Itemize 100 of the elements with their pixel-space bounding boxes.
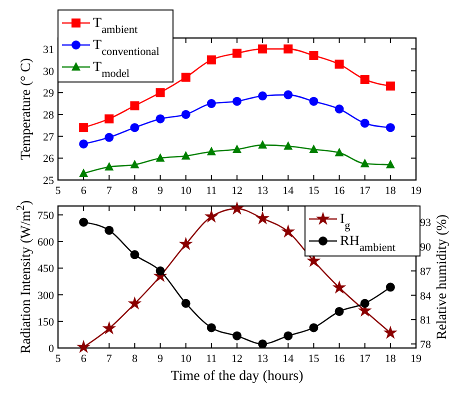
y2-tick-label: 78 (420, 338, 432, 351)
point (104, 162, 114, 170)
x-tick-label: 9 (158, 353, 164, 365)
point (258, 91, 268, 100)
legend-label: T$_{model}$ (93, 60, 130, 80)
point (206, 55, 216, 64)
point (79, 139, 88, 148)
y-tick-label: 26 (43, 153, 54, 166)
point (130, 101, 140, 110)
point (181, 151, 190, 160)
y2-tick-label: 81 (420, 314, 431, 327)
point (128, 296, 142, 310)
point (104, 226, 114, 235)
point (130, 250, 140, 260)
y2-tick-label: 93 (420, 217, 432, 230)
x-tick-label: 7 (106, 353, 112, 365)
point (79, 168, 88, 178)
y-tick-label: 28 (43, 109, 54, 122)
y-tick-label: 450 (38, 263, 54, 276)
point (206, 99, 216, 108)
y-tick-label: 27 (43, 131, 54, 144)
x-axis-title: Time of the day (hours) (170, 369, 304, 384)
y-tick-label: 25 (43, 175, 54, 187)
x-tick-label: 18 (384, 185, 396, 197)
point (284, 141, 293, 150)
point (258, 44, 268, 54)
point (360, 298, 370, 308)
y2-tick-label: 87 (420, 266, 432, 278)
x-tick-label: 6 (80, 185, 87, 197)
point (360, 75, 370, 84)
point (309, 144, 318, 154)
point (334, 148, 344, 156)
point (334, 104, 344, 114)
point (130, 123, 140, 132)
point (206, 323, 216, 332)
point (204, 209, 218, 223)
x-tick-label: 16 (334, 185, 346, 197)
point (383, 326, 398, 339)
legend-label: I$_{g}$ (340, 212, 351, 232)
point (232, 331, 242, 340)
point (386, 160, 395, 168)
y2-tick-label: 84 (420, 290, 432, 302)
y-tick-label: 0 (48, 343, 54, 355)
point (232, 144, 242, 154)
x-tick-label: 17 (359, 185, 371, 197)
x-tick-label: 13 (257, 353, 269, 365)
x-tick-label: 8 (132, 185, 138, 197)
point (156, 114, 165, 124)
point (332, 280, 346, 294)
y-tick-label: 29 (43, 88, 54, 100)
point (334, 60, 344, 69)
y-tick-label: 30 (43, 66, 54, 78)
point (284, 331, 293, 340)
x-tick-label: 18 (384, 353, 396, 365)
point (130, 160, 140, 168)
point (232, 96, 242, 106)
point (79, 123, 88, 132)
y-tick-label: 600 (38, 236, 54, 248)
y-tick-label: 150 (38, 316, 54, 328)
x-tick-label: 10 (180, 353, 192, 365)
point (256, 211, 270, 224)
x-tick-label: 19 (410, 353, 422, 365)
x-tick-label: 11 (206, 185, 217, 197)
point (258, 140, 268, 149)
x-tick-label: 5 (55, 185, 62, 197)
point (156, 266, 165, 276)
x-tick-label: 14 (282, 353, 294, 365)
y2-axis-title: Relative humidity (%) (435, 214, 450, 340)
point (206, 146, 216, 156)
point (386, 282, 395, 292)
point (104, 132, 114, 142)
point (156, 153, 165, 162)
x-tick-label: 17 (359, 353, 371, 365)
x-tick-label: 16 (334, 353, 346, 365)
legend-label: T$_{conventional}$ (93, 38, 160, 58)
x-tick-label: 15 (308, 353, 320, 365)
x-tick-label: 12 (232, 353, 242, 365)
point (181, 110, 190, 119)
point (360, 118, 370, 128)
x-tick-label: 8 (132, 353, 138, 365)
y-axis-title: Temperature (° C) (19, 58, 34, 160)
point (178, 236, 193, 250)
legend-label: RH$_{ambient}$ (340, 234, 396, 254)
x-tick-label: 19 (410, 185, 422, 197)
y-tick-label: 750 (38, 210, 54, 222)
x-tick-label: 15 (308, 185, 320, 197)
point (230, 201, 244, 215)
point (102, 321, 116, 334)
point (232, 48, 242, 58)
point (309, 50, 318, 60)
point (386, 82, 395, 91)
point (104, 114, 114, 124)
x-tick-label: 5 (55, 353, 62, 365)
point (360, 158, 370, 168)
point (284, 90, 293, 100)
point (281, 224, 296, 238)
x-tick-label: 9 (158, 185, 164, 197)
point (386, 123, 395, 132)
x-tick-label: 13 (257, 185, 269, 197)
x-tick-label: 14 (282, 185, 294, 197)
